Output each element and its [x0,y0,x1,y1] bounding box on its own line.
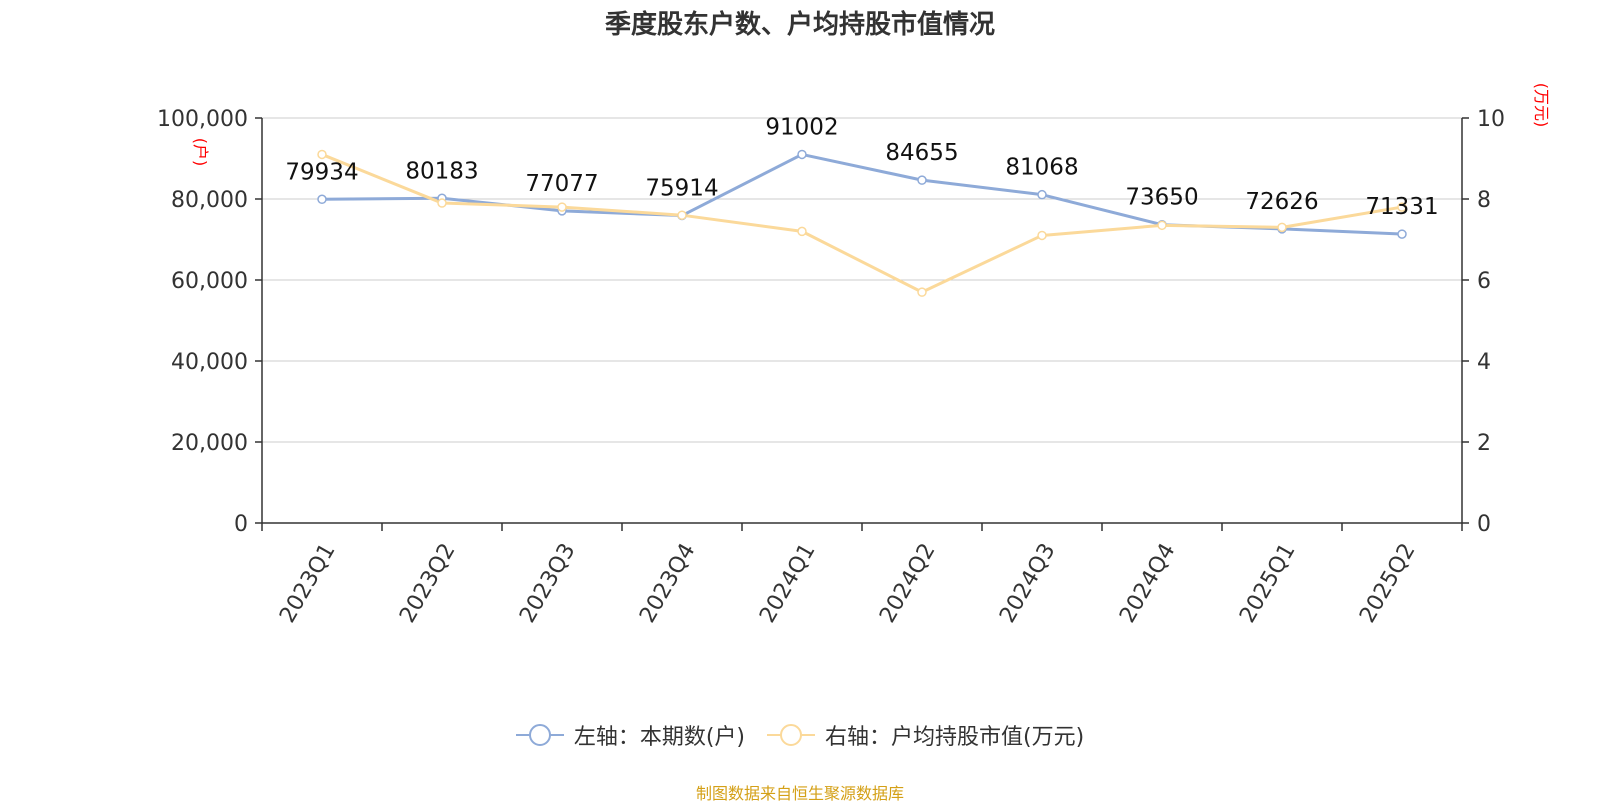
legend-label-left: 左轴：本期数(户) [573,725,745,750]
left-tick-label: 100,000 [157,107,248,132]
x-tick-label: 2023Q1 [275,539,340,627]
data-point-right [317,149,327,160]
x-tick-label: 2025Q2 [1355,539,1420,627]
x-tick-label: 2024Q3 [995,539,1060,627]
x-tick-label: 2024Q4 [1115,539,1180,627]
series-points [317,149,1407,297]
right-tick-label: 4 [1477,350,1491,375]
data-label: 81068 [1005,155,1078,181]
data-point-left [1037,189,1047,200]
data-label: 80183 [405,158,478,184]
series-line-right [321,153,1403,294]
right-axis-ticks: 0 2 4 6 8 10 [1462,107,1505,537]
data-label: 75914 [645,176,718,202]
data-label: 91002 [765,114,838,140]
series-lines [321,152,1403,294]
data-point-right [1397,202,1407,212]
left-tick-label: 40,000 [171,350,248,375]
data-point-right [1157,220,1167,231]
legend-item-right[interactable]: 右轴：户均持股市值(万元) [767,719,1084,751]
chart-title: 季度股东户数、户均持股市值情况 [604,10,995,40]
legend-marker-left [515,724,564,746]
data-label: 84655 [885,140,958,166]
data-labels: 79934 80183 77077 75914 91002 84655 81068 73650… [285,114,1438,220]
x-tick-label: 2024Q1 [755,539,820,627]
x-axis-ticks: 2023Q1 2023Q2 2023Q3 2023Q4 2024Q1 2024Q2 2024… [261,523,1463,627]
data-point-right [557,202,567,212]
data-point-right [1037,230,1047,241]
data-point-right [797,226,807,237]
x-tick-label: 2025Q1 [1235,539,1300,627]
data-label: 72626 [1245,189,1318,215]
source-note: 制图数据来自恒生聚源数据库 [695,784,904,803]
data-point-right [677,210,687,220]
right-tick-label: 2 [1477,431,1491,456]
legend-item-left[interactable]: 左轴：本期数(户) [515,719,745,751]
x-tick-label: 2023Q3 [515,539,580,627]
right-tick-label: 0 [1477,512,1491,537]
data-point-right [917,287,927,297]
left-tick-label: 80,000 [171,188,248,213]
legend-marker-right [767,724,815,746]
x-tick-label: 2023Q2 [395,539,460,627]
left-axis-ticks: 0 20,000 40,000 60,000 80,000 100,000 [157,107,262,537]
left-axis-unit: (户) [191,138,210,167]
left-tick-label: 60,000 [171,269,248,294]
x-tick-label: 2023Q4 [635,539,700,627]
legend: 左轴：本期数(户) 右轴：户均持股市值(万元) [0,720,1600,750]
data-point-left [917,175,927,185]
right-axis-unit: (万元) [1532,83,1551,128]
data-label: 73650 [1125,185,1198,211]
data-point-right [1277,222,1287,233]
right-tick-label: 6 [1477,269,1491,294]
series-line-left [321,152,1403,236]
data-label: 71331 [1365,194,1438,220]
right-tick-label: 8 [1477,188,1491,213]
data-point-left [797,149,807,160]
data-point-right [437,198,447,208]
x-tick-label: 2024Q2 [875,539,940,627]
legend-label-right: 右轴：户均持股市值(万元) [825,725,1085,750]
data-point-left [317,194,327,205]
left-tick-label: 0 [234,512,248,537]
data-label: 77077 [525,171,598,197]
data-point-left [1397,229,1407,239]
right-tick-label: 10 [1477,107,1505,132]
left-tick-label: 20,000 [171,431,248,456]
data-label: 79934 [285,159,358,185]
